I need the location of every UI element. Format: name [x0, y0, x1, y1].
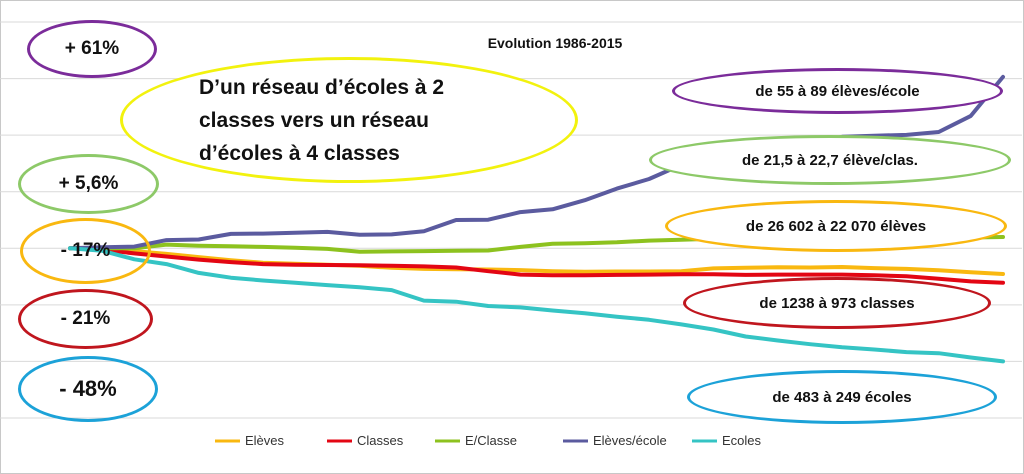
series-line [68, 246, 1005, 285]
pct-oval-ecoles: - 48% [18, 356, 158, 422]
headline-text: D’un réseau d’écoles à 2 classes vers un… [199, 75, 445, 165]
headline-oval: D’un réseau d’écoles à 2 classes vers un… [120, 57, 578, 183]
note-oval-eleves: de 26 602 à 22 070 élèves [665, 200, 1007, 252]
legend-label: E/Classe [465, 433, 517, 448]
legend: Elèves Classes E/Classe Elèves/école Ecoles [215, 433, 762, 448]
note-oval-eclasse: de 21,5 à 22,7 élève/clas. [649, 135, 1011, 185]
chart-title: Evolution 1986-2015 [488, 35, 623, 51]
pct-oval-eclasse: + 5,6% [18, 154, 159, 214]
note-oval-eleves-ecole: de 55 à 89 élèves/école [672, 68, 1003, 114]
note-oval-ecoles: de 483 à 249 écoles [687, 370, 997, 424]
legend-label: Elèves/école [593, 433, 667, 448]
legend-label: Ecoles [722, 433, 762, 448]
series-line [68, 246, 1005, 364]
pct-oval-eleves: - 17% [20, 218, 151, 284]
legend-label: Elèves [245, 433, 285, 448]
pct-oval-classes: - 21% [18, 289, 153, 349]
note-oval-classes: de 1238 à 973 classes [683, 277, 991, 329]
legend-label: Classes [357, 433, 404, 448]
pct-oval-eleves-ecole: + 61% [27, 20, 157, 78]
